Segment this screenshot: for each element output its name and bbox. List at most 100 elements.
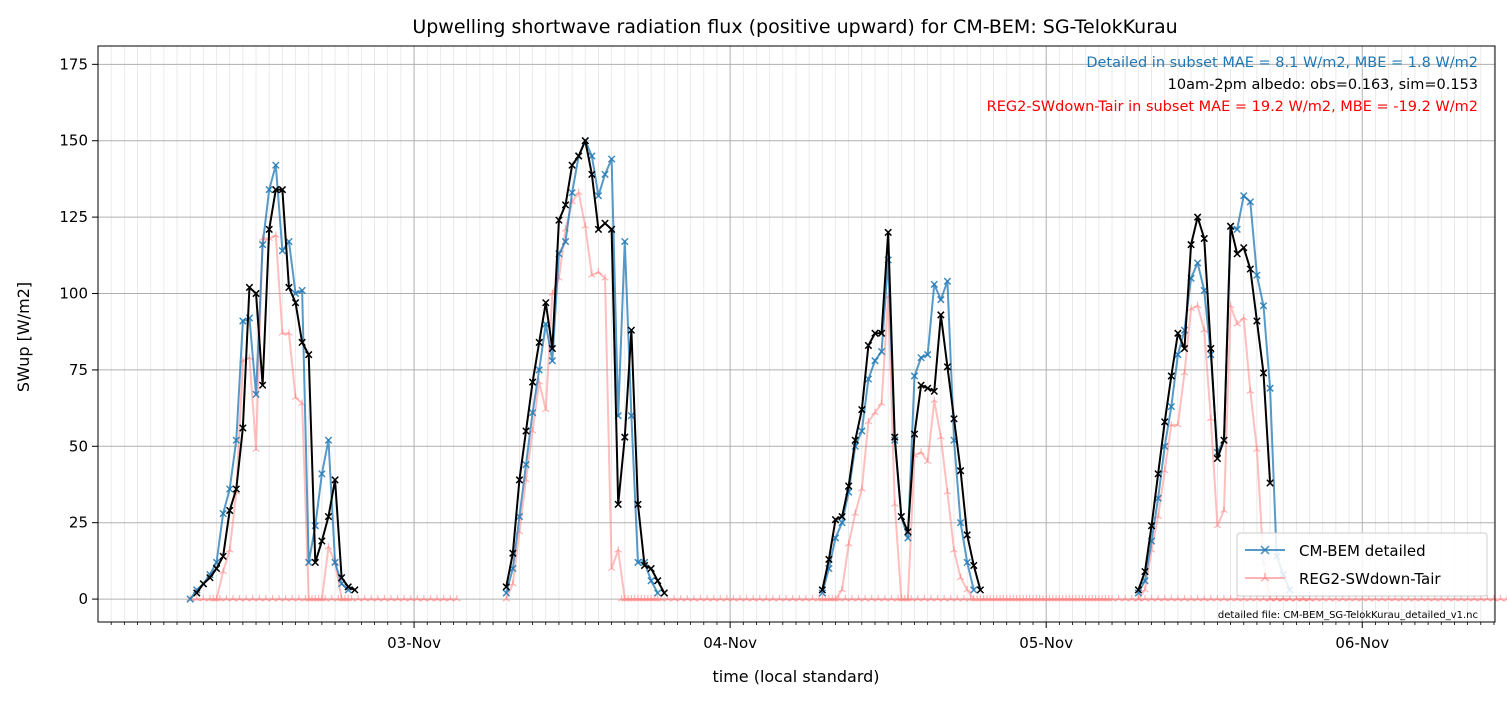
data-point xyxy=(660,589,669,597)
data-point xyxy=(1167,372,1176,380)
data-point xyxy=(736,595,744,602)
data-point xyxy=(877,329,886,337)
data-point xyxy=(950,546,958,553)
data-point xyxy=(937,433,945,440)
data-point xyxy=(943,363,952,371)
data-point xyxy=(446,595,455,602)
data-point xyxy=(1174,420,1182,428)
footnote: detailed file: CM-BEM_SG-TelokKurau_deta… xyxy=(1218,610,1478,621)
data-point xyxy=(341,595,349,602)
data-point xyxy=(871,408,879,416)
data-point xyxy=(1180,344,1189,353)
data-point xyxy=(1088,595,1097,602)
data-point xyxy=(453,595,461,602)
data-point xyxy=(709,595,718,602)
data-point xyxy=(1055,595,1064,602)
y-tick-label: 25 xyxy=(69,514,88,532)
data-point xyxy=(996,595,1004,602)
data-point xyxy=(891,433,899,441)
data-point xyxy=(209,595,218,602)
data-point xyxy=(1240,243,1248,252)
data-point xyxy=(1266,384,1274,392)
data-point xyxy=(347,595,356,602)
data-point xyxy=(897,595,906,602)
data-point xyxy=(1121,595,1129,602)
data-point xyxy=(255,595,264,602)
data-point xyxy=(617,595,626,602)
data-point xyxy=(374,595,382,602)
axes-layer: 03-Nov 04-Nov 05-Nov 06-Nov 0 25 50 75 100 125 150… xyxy=(59,55,1495,652)
data-point xyxy=(716,595,725,602)
data-point xyxy=(515,476,524,484)
data-point xyxy=(782,595,790,602)
data-point xyxy=(206,570,214,579)
data-point xyxy=(413,595,422,602)
data-point xyxy=(943,277,952,286)
data-point xyxy=(1193,595,1202,602)
data-point xyxy=(509,579,517,587)
x-tick-label: 05-Nov xyxy=(1019,634,1073,652)
data-point xyxy=(387,595,395,602)
data-point xyxy=(298,338,306,347)
data-point xyxy=(1167,402,1176,411)
data-point xyxy=(308,595,316,602)
data-point xyxy=(950,415,958,423)
data-point xyxy=(795,595,804,602)
plot-frame xyxy=(97,45,1496,623)
data-point xyxy=(245,283,254,292)
data-point xyxy=(627,412,636,420)
data-point xyxy=(548,344,557,353)
data-point xyxy=(970,586,978,594)
x-axis-label: time (local standard) xyxy=(712,667,879,686)
data-point xyxy=(983,595,991,602)
data-point xyxy=(1207,344,1215,353)
data-point xyxy=(555,216,563,224)
data-point xyxy=(542,298,550,307)
data-point xyxy=(318,470,326,478)
data-point xyxy=(676,595,685,602)
data-point xyxy=(621,433,629,441)
data-point xyxy=(930,280,938,289)
data-point xyxy=(509,549,517,557)
data-point xyxy=(723,595,731,602)
data-point xyxy=(265,185,273,194)
legend-label-reg2: REG2-SWdown-Tair xyxy=(1299,570,1441,588)
data-point xyxy=(956,467,965,475)
data-point xyxy=(1246,265,1255,273)
data-point xyxy=(960,595,968,602)
data-point xyxy=(1483,595,1492,602)
data-point xyxy=(1141,585,1149,593)
data-point xyxy=(568,161,576,169)
data-point xyxy=(1259,302,1268,310)
data-point xyxy=(594,268,603,275)
series-unlabeled-black-line xyxy=(193,136,1274,597)
data-point xyxy=(969,595,978,602)
data-point xyxy=(275,595,283,602)
data-point xyxy=(588,152,596,160)
data-point xyxy=(1233,320,1241,327)
data-point xyxy=(742,595,751,602)
data-point xyxy=(989,595,998,602)
data-point xyxy=(871,357,879,365)
data-point xyxy=(400,595,408,602)
data-point xyxy=(897,512,906,521)
data-point xyxy=(239,317,247,325)
data-point xyxy=(360,595,369,602)
data-point xyxy=(327,595,336,602)
data-point xyxy=(278,247,287,255)
data-point xyxy=(222,595,231,602)
data-point xyxy=(1200,326,1209,333)
data-point xyxy=(683,595,692,602)
data-point xyxy=(831,595,840,602)
data-point xyxy=(1128,595,1136,602)
data-point xyxy=(1220,506,1228,513)
data-point xyxy=(594,191,603,200)
data-point xyxy=(354,595,362,602)
data-point xyxy=(923,384,932,392)
data-point xyxy=(864,375,873,383)
data-point xyxy=(594,225,603,234)
data-point xyxy=(607,564,616,572)
data-point xyxy=(607,225,616,234)
data-point xyxy=(351,586,359,594)
data-point xyxy=(838,518,846,527)
